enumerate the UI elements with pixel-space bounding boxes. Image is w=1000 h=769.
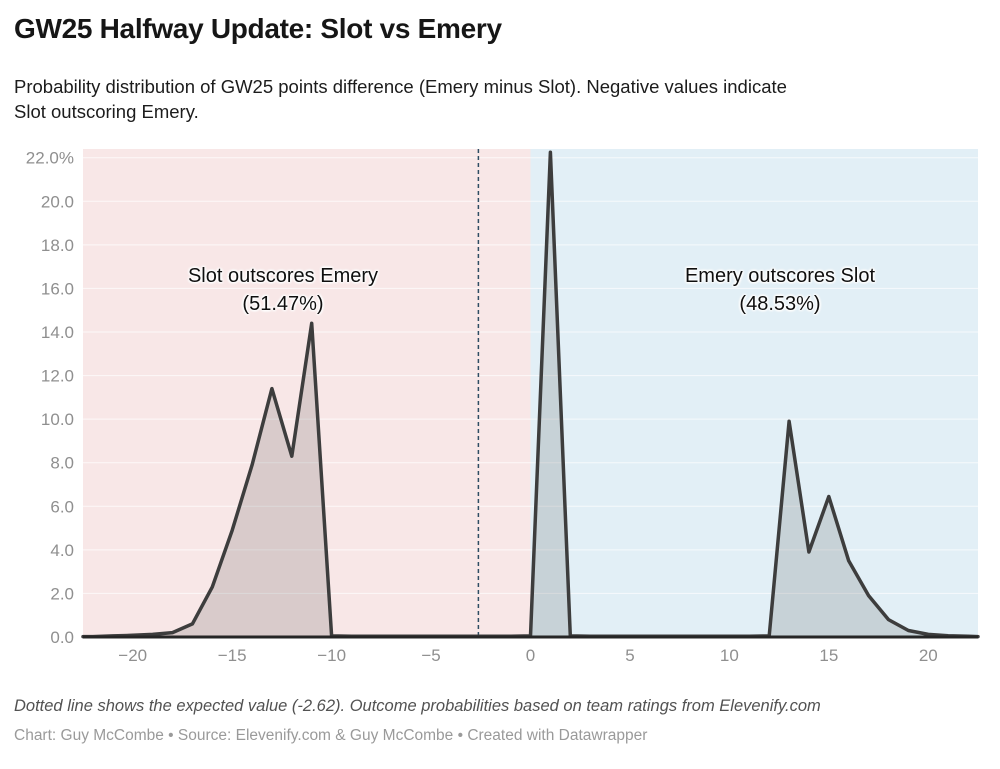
distribution-area	[83, 152, 978, 638]
annotation-slot-outscores: Slot outscores Emery (51.47%)	[123, 262, 443, 318]
y-tick-label: 22.0%	[26, 149, 74, 168]
y-tick-label: 2.0	[50, 584, 74, 603]
y-tick-label: 14.0	[41, 323, 74, 342]
annotation-slot-label: Slot outscores Emery	[187, 265, 379, 287]
chart-footnote: Dotted line shows the expected value (-2…	[14, 697, 821, 715]
y-tick-label: 6.0	[50, 497, 74, 516]
y-tick-label: 12.0	[41, 367, 74, 386]
y-tick-label: 18.0	[41, 236, 74, 255]
x-tick-label: 20	[919, 646, 938, 665]
y-tick-label: 8.0	[50, 454, 74, 473]
subtitle-line-2: Slot outscoring Emery.	[14, 101, 199, 122]
x-tick-label: −10	[317, 646, 346, 665]
x-tick-label: 15	[819, 646, 838, 665]
chart-subtitle: Probability distribution of GW25 points …	[14, 74, 979, 124]
x-tick-label: 5	[625, 646, 634, 665]
page-title: GW25 Halfway Update: Slot vs Emery	[14, 13, 502, 44]
annotation-emery-label: Emery outscores Slot	[684, 265, 876, 287]
plot-region-negative	[83, 149, 531, 637]
annotation-emery-outscores: Emery outscores Slot (48.53%)	[620, 262, 940, 318]
x-tick-label: −20	[118, 646, 147, 665]
annotation-emery-probability: (48.53%)	[739, 293, 821, 315]
y-tick-label: 10.0	[41, 410, 74, 429]
x-tick-label: −5	[421, 646, 440, 665]
y-tick-label: 16.0	[41, 279, 74, 298]
plot-region-positive	[530, 149, 978, 637]
y-tick-label: 4.0	[50, 541, 74, 560]
chart-credits: Chart: Guy McCombe • Source: Elevenify.c…	[14, 727, 648, 744]
x-tick-label: −15	[218, 646, 247, 665]
x-tick-label: 0	[526, 646, 535, 665]
annotation-slot-probability: (51.47%)	[242, 293, 324, 315]
x-tick-label: 10	[720, 646, 739, 665]
y-tick-label: 20.0	[41, 192, 74, 211]
subtitle-line-1: Probability distribution of GW25 points …	[14, 76, 787, 97]
y-tick-label: 0.0	[50, 628, 74, 647]
